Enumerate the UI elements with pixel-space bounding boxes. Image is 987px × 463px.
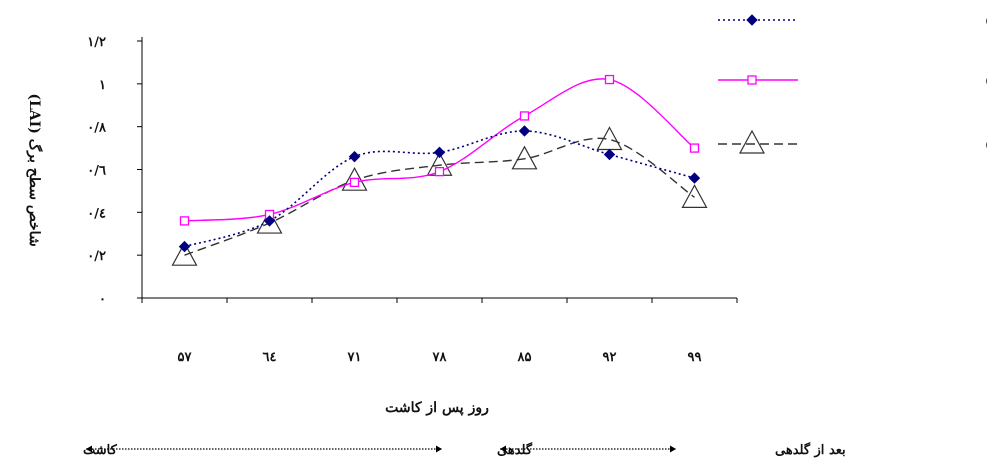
x-tick-label: ۷۸ (432, 350, 448, 365)
legend-marker (747, 75, 757, 85)
x-tick-label: ۷۱ (347, 350, 362, 365)
x-tick-label: ٦٤ (263, 350, 277, 365)
series-point (349, 177, 360, 188)
y-tick-label: ۰/۸ (87, 121, 107, 136)
series-point (179, 216, 190, 226)
y-tick-label: ۱/۲ (87, 35, 106, 50)
x-tick-label: ۹۹ (688, 350, 702, 365)
series-point (603, 148, 616, 161)
stage-label-sowing: کاشت (83, 443, 118, 458)
stage-label-after-flowering: بعد از گلدهی (775, 441, 846, 458)
legend-entry-3: ماشک معمولی(تراکم ۲۰۰) (718, 129, 987, 154)
y-tick-label: ۰/٦ (87, 164, 106, 179)
y-tick-label: ۰/٤ (87, 206, 106, 221)
stage-label-flowering: گلدهی (497, 441, 533, 458)
x-axis-ticks: ۵۷ ٦٤ ۷۱ ۷۸ ۸۵ ۹۲ ۹۹ (141, 298, 738, 365)
series-1 (178, 125, 701, 253)
stage-arrow-head (670, 445, 676, 453)
series-point (689, 143, 700, 153)
series-point (341, 166, 368, 191)
y-axis-title: شاخص سطح برگ (LAI) (26, 93, 43, 246)
series-point (681, 184, 708, 208)
legend-entry-2: ماشک معمولی(تراکم ۱۵۰) (718, 74, 987, 89)
legend-marker (746, 14, 758, 26)
legend-marker (738, 129, 766, 154)
y-tick-label: ۱ (99, 78, 106, 93)
series-point (348, 150, 361, 163)
stage-arrow-head (500, 445, 506, 453)
chart-axes (141, 37, 737, 299)
series-point (434, 166, 445, 177)
stage-arrow-head (436, 445, 442, 453)
series-point (178, 240, 191, 253)
y-tick-label: ۰ (99, 292, 106, 307)
series-point (604, 74, 615, 85)
y-tick-label: ۰/۲ (87, 249, 106, 264)
x-tick-label: ۵۷ (178, 350, 193, 365)
legend-label: ماشک معمولی(تراکم ۱۵۰) (985, 74, 987, 89)
series-point (519, 111, 530, 121)
growth-stages: کاشت گلدهی بعد از گلدهی (83, 441, 846, 458)
series-point (518, 125, 531, 137)
series-layer (171, 74, 708, 266)
stage-arrow-head (86, 445, 92, 453)
legend-label: ماشک معمولی(تراکم ۱۰۰) (985, 14, 987, 29)
series-point (433, 146, 446, 159)
series-point (263, 215, 276, 227)
legend-label: ماشک معمولی(تراکم ۲۰۰) (985, 138, 987, 153)
legend: ماشک معمولی(تراکم ۱۰۰) ماشک معمولی(تراکم … (718, 14, 987, 154)
x-axis-title: روز پس از کاشت (385, 400, 489, 416)
legend-entry-1: ماشک معمولی(تراکم ۱۰۰) (718, 14, 987, 29)
series-point (256, 209, 283, 234)
x-tick-label: ۸۵ (517, 350, 532, 365)
x-tick-label: ۹۲ (603, 350, 617, 365)
y-axis-ticks: ۰ ۰/۲ ۰/٤ ۰/٦ ۰/۸ ۱ ۱/۲ (87, 35, 142, 307)
series-point (511, 145, 538, 170)
series-point (688, 172, 701, 184)
stage-arrows (86, 445, 676, 453)
series-point (171, 241, 198, 266)
